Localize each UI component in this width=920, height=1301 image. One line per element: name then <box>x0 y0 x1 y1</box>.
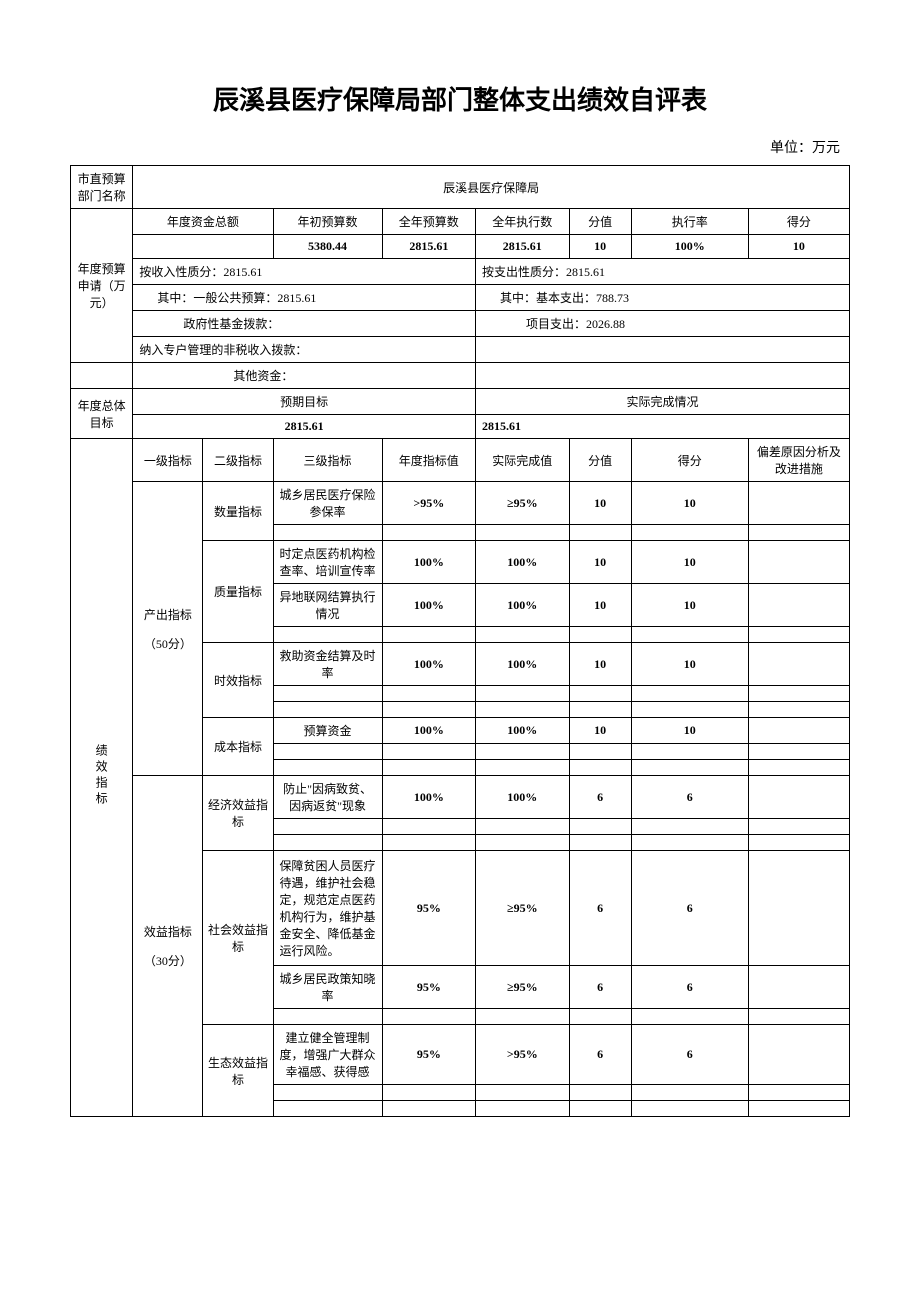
init-budget: 5380.44 <box>273 235 382 259</box>
budget-score: 10 <box>748 235 849 259</box>
table-cell: 6 <box>569 966 631 1009</box>
table-cell: 10 <box>569 718 631 744</box>
table-cell: 100% <box>476 776 569 819</box>
eco-label: 生态效益指标 <box>203 1025 273 1117</box>
full-exec-label: 全年执行数 <box>476 209 569 235</box>
table-cell: 时定点医药机构检查率、培训宣传率 <box>273 541 382 584</box>
table-cell: 6 <box>569 1025 631 1085</box>
table-cell: 100% <box>476 584 569 627</box>
table-cell: 6 <box>631 776 748 819</box>
full-budget: 2815.61 <box>382 235 475 259</box>
table-cell: 救助资金结算及时率 <box>273 643 382 686</box>
table-cell: 异地联网结算执行情况 <box>273 584 382 627</box>
table-cell: 10 <box>631 541 748 584</box>
table-cell: ≥95% <box>476 482 569 525</box>
table-cell: 100% <box>382 776 475 819</box>
expected-goal-label: 预期目标 <box>133 389 476 415</box>
table-cell: 100% <box>476 718 569 744</box>
table-cell: 6 <box>631 851 748 966</box>
deviation-label: 偏差原因分析及改进措施 <box>748 439 849 482</box>
table-cell: 防止"因病致贫、因病返贫"现象 <box>273 776 382 819</box>
table-cell: 10 <box>569 584 631 627</box>
l1-label: 一级指标 <box>133 439 203 482</box>
table-cell: 10 <box>631 718 748 744</box>
evaluation-table: 市直预算部门名称 辰溪县医疗保障局 年度预算申请（万元） 年度资金总额 年初预算… <box>70 165 850 1117</box>
table-cell: 城乡居民政策知晓率 <box>273 966 382 1009</box>
table-cell: 95% <box>382 966 475 1009</box>
table-cell: 100% <box>382 584 475 627</box>
table-cell: 10 <box>569 541 631 584</box>
perf-indicator-label: 绩效指标 <box>71 439 133 1117</box>
qty-label: 数量指标 <box>203 482 273 541</box>
expense-nature: 按支出性质分：2815.61 <box>476 259 850 285</box>
l2-label: 二级指标 <box>203 439 273 482</box>
table-cell <box>748 482 849 525</box>
score-value-label: 分值 <box>569 209 631 235</box>
table-cell: 6 <box>631 966 748 1009</box>
table-cell: 6 <box>569 851 631 966</box>
cost-label: 成本指标 <box>203 718 273 776</box>
table-cell: 100% <box>476 541 569 584</box>
expected-goal-value: 2815.61 <box>133 415 476 439</box>
exec-rate: 100% <box>631 235 748 259</box>
budget-request-label: 年度预算申请（万元） <box>71 209 133 363</box>
table-cell: 6 <box>569 776 631 819</box>
table-cell: 10 <box>631 482 748 525</box>
table-cell: 10 <box>569 482 631 525</box>
target-label: 年度指标值 <box>382 439 475 482</box>
table-cell: 建立健全管理制度，增强广大群众幸福感、获得感 <box>273 1025 382 1085</box>
table-cell: >95% <box>476 1025 569 1085</box>
other-fund: 其他资金： <box>133 363 476 389</box>
table-cell: ≥95% <box>476 966 569 1009</box>
table-cell: 预算资金 <box>273 718 382 744</box>
page-title: 辰溪县医疗保障局部门整体支出绩效自评表 <box>70 80 850 117</box>
init-budget-label: 年初预算数 <box>273 209 382 235</box>
table-cell: 95% <box>382 851 475 966</box>
output-label: 产出指标 （50分） <box>133 482 203 776</box>
project-expense: 项目支出：2026.88 <box>476 311 850 337</box>
actual-complete-label: 实际完成情况 <box>476 389 850 415</box>
annual-total-label: 年度资金总额 <box>133 209 273 235</box>
p-score-value-label: 分值 <box>569 439 631 482</box>
table-cell: 保障贫困人员医疗待遇，维护社会稳定，规范定点医药机构行为，维护基金安全、降低基金… <box>273 851 382 966</box>
social-label: 社会效益指标 <box>203 851 273 1025</box>
table-cell: 6 <box>631 1025 748 1085</box>
actual-complete-value: 2815.61 <box>476 415 850 439</box>
table-cell: 10 <box>569 643 631 686</box>
exec-rate-label: 执行率 <box>631 209 748 235</box>
qual-label: 质量指标 <box>203 541 273 643</box>
table-cell: ≥95% <box>476 851 569 966</box>
gov-fund: 政府性基金拨款： <box>133 311 476 337</box>
basic-expense: 其中：基本支出：788.73 <box>476 285 850 311</box>
general-budget: 其中：一般公共预算：2815.61 <box>133 285 476 311</box>
table-cell: 100% <box>382 643 475 686</box>
table-cell: 10 <box>631 643 748 686</box>
income-nature: 按收入性质分：2815.61 <box>133 259 476 285</box>
table-cell: 100% <box>476 643 569 686</box>
budget-score-value: 10 <box>569 235 631 259</box>
l3-label: 三级指标 <box>273 439 382 482</box>
table-cell: 100% <box>382 541 475 584</box>
time-label: 时效指标 <box>203 643 273 718</box>
p-score-label: 得分 <box>631 439 748 482</box>
full-exec: 2815.61 <box>476 235 569 259</box>
econ-label: 经济效益指标 <box>203 776 273 851</box>
dept-name-label: 市直预算部门名称 <box>71 166 133 209</box>
nontax: 纳入专户管理的非税收入拨款： <box>133 337 476 363</box>
unit-label: 单位：万元 <box>70 137 850 157</box>
dept-name: 辰溪县医疗保障局 <box>133 166 850 209</box>
table-cell: 100% <box>382 718 475 744</box>
table-cell: 10 <box>631 584 748 627</box>
actual-label: 实际完成值 <box>476 439 569 482</box>
overall-goal-label: 年度总体目标 <box>71 389 133 439</box>
effect-label: 效益指标 （30分） <box>133 776 203 1117</box>
table-cell: 95% <box>382 1025 475 1085</box>
table-cell: >95% <box>382 482 475 525</box>
table-cell: 城乡居民医疗保险参保率 <box>273 482 382 525</box>
score-label: 得分 <box>748 209 849 235</box>
full-budget-label: 全年预算数 <box>382 209 475 235</box>
